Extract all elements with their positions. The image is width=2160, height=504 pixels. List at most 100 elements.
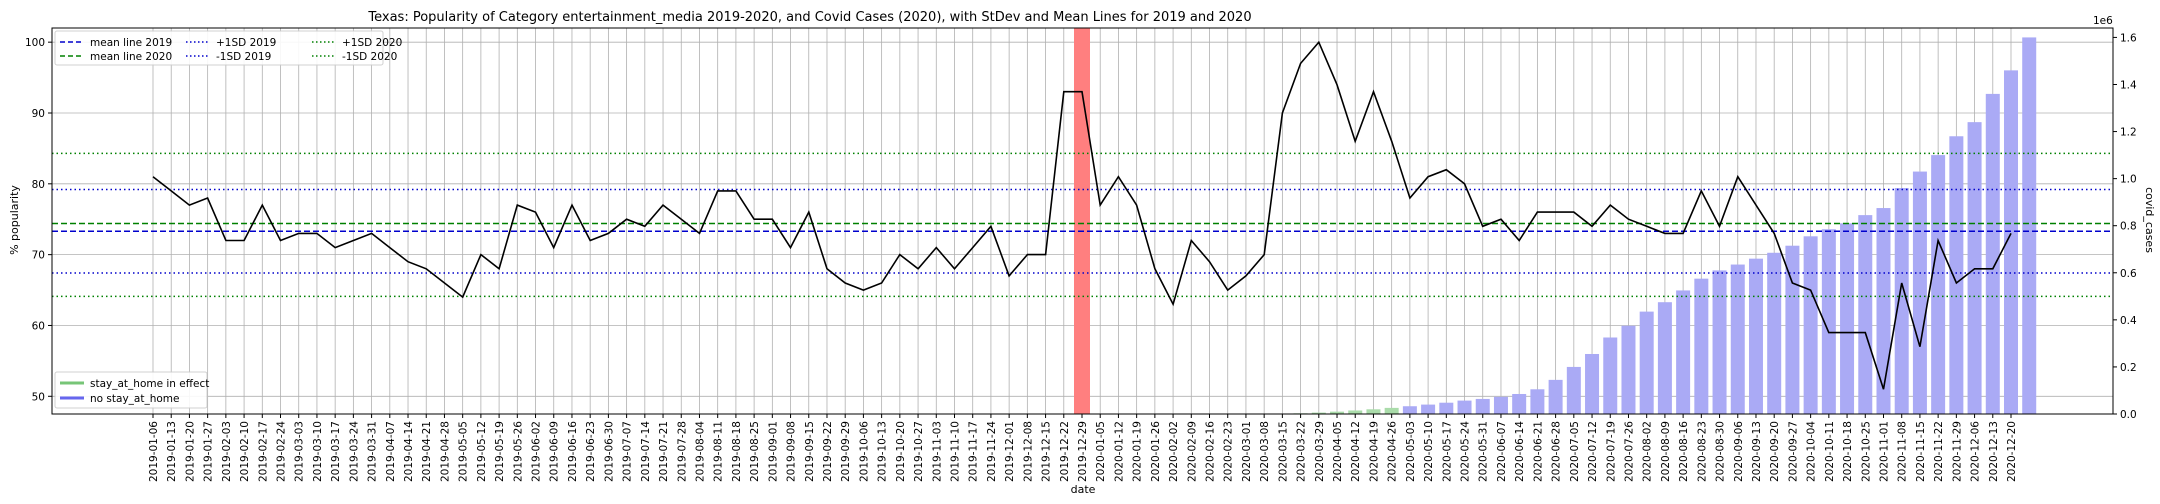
covid-bar [1767, 252, 1782, 414]
x-tick-label: 2019-09-22 [822, 421, 834, 482]
x-tick-label: 2020-01-12 [1113, 421, 1125, 482]
x-tick-label: 2020-07-19 [1605, 421, 1617, 482]
x-tick-label: 2019-11-17 [968, 421, 980, 482]
x-tick-label: 2020-08-09 [1660, 421, 1672, 482]
highlight-band [1074, 28, 1090, 414]
x-tick-label: 2020-03-01 [1241, 421, 1253, 482]
x-tick-label: 2019-11-03 [931, 421, 943, 482]
x-tick-label: 2020-04-12 [1350, 421, 1362, 482]
x-tick-label: 2019-12-08 [1022, 421, 1034, 482]
x-tick-label: 2019-01-06 [148, 421, 160, 482]
x-tick-label: 2019-12-29 [1077, 421, 1089, 482]
covid-bar [1803, 236, 1818, 414]
x-tick-label: 2019-06-16 [567, 421, 579, 482]
x-tick-label: 2020-09-13 [1751, 421, 1763, 482]
x-tick-label: 2020-07-05 [1569, 421, 1581, 482]
covid-bar [1985, 93, 2000, 414]
x-tick-label: 2020-02-02 [1168, 421, 1180, 482]
x-tick-label: 2019-07-14 [640, 421, 652, 482]
x-tick-label: 2020-10-04 [1806, 421, 1818, 482]
covid-bar [1931, 155, 1946, 414]
x-tick-label: 2019-12-01 [1004, 421, 1016, 482]
covid-bar [1657, 302, 1672, 414]
legend-bottom-box [54, 371, 208, 409]
legend-top-box [54, 30, 384, 66]
x-tick-label: 2020-06-21 [1532, 421, 1544, 482]
y2-tick-label: 0.4 [2120, 315, 2137, 327]
x-tick-label: 2019-10-27 [913, 421, 925, 482]
legend-top-label: mean line 2020 [90, 51, 172, 63]
covid-bar [1676, 290, 1691, 414]
y2-tick-label: 0.8 [2120, 221, 2137, 233]
legend-top-label: +1SD 2019 [216, 37, 276, 49]
x-tick-label: 2020-08-16 [1678, 421, 1690, 482]
covid-bar [1566, 366, 1581, 414]
y-tick-label: 90 [32, 108, 45, 120]
x-tick-label: 2019-03-03 [294, 421, 306, 482]
covid-bar [1821, 229, 1836, 414]
covid-bar [1439, 402, 1454, 414]
x-tick-label: 2019-03-31 [367, 421, 379, 482]
x-tick-label: 2019-10-13 [877, 421, 889, 482]
x-tick-label: 2019-06-09 [549, 421, 561, 482]
covid-bar [1330, 411, 1345, 414]
x-tick-label: 2020-11-01 [1878, 421, 1890, 482]
x-tick-label: 2020-05-24 [1460, 421, 1472, 482]
x-tick-label: 2020-02-23 [1223, 421, 1235, 482]
covid-bar [1311, 412, 1326, 414]
covid-bar [1530, 389, 1545, 414]
x-tick-label: 2019-01-27 [203, 421, 215, 482]
covid-bar [2022, 37, 2037, 414]
covid-bar [1621, 325, 1636, 414]
x-tick-label: 2020-06-28 [1551, 421, 1563, 482]
x-tick-label: 2020-10-18 [1842, 421, 1854, 482]
x-tick-label: 2019-03-10 [312, 421, 324, 482]
x-tick-label: 2019-10-20 [895, 421, 907, 482]
x-tick-label: 2019-12-22 [1059, 421, 1071, 482]
x-tick-label: 2020-11-08 [1897, 421, 1909, 482]
x-tick-label: 2020-05-10 [1423, 421, 1435, 482]
covid-bar [1639, 311, 1654, 414]
x-tick-label: 2020-09-20 [1769, 421, 1781, 482]
covid-bar [1712, 270, 1727, 414]
x-tick-label: 2019-08-18 [731, 421, 743, 482]
x-tick-label: 2020-12-06 [1970, 421, 1982, 482]
y-tick-label: 50 [32, 391, 45, 403]
x-tick-label: 2019-01-20 [184, 421, 196, 482]
x-tick-label: 2020-07-26 [1623, 421, 1635, 482]
x-tick-label: 2019-06-23 [585, 421, 597, 482]
covid-bar [1858, 215, 1873, 414]
covid-bar [1840, 223, 1855, 414]
x-tick-label: 2019-06-30 [603, 421, 615, 482]
legend-bottom-label: stay_at_home in effect [90, 378, 209, 390]
popularity-line [152, 40, 2012, 390]
covid-bar [1402, 406, 1417, 414]
covid-bar [1748, 258, 1763, 414]
x-tick-label: 2020-08-02 [1642, 421, 1654, 482]
x-tick-label: 2019-01-13 [166, 421, 178, 482]
x-tick-label: 2020-10-25 [1860, 421, 1872, 482]
x-tick-label: 2019-09-15 [804, 421, 816, 482]
x-tick-label: 2020-09-27 [1787, 421, 1799, 482]
x-tick-label: 2019-08-25 [749, 421, 761, 482]
covid-bar [2004, 70, 2018, 415]
x-tick-label: 2019-05-12 [476, 421, 488, 482]
x-tick-label: 2019-05-05 [458, 421, 470, 482]
y-axis-title: % popularity [8, 185, 21, 255]
x-tick-label: 2020-04-26 [1387, 421, 1399, 482]
y2-tick-label: 1.4 [2120, 79, 2137, 91]
legend-top-label: mean line 2019 [90, 37, 172, 49]
covid-bar [1785, 245, 1800, 414]
x-tick-label: 2020-03-22 [1296, 421, 1308, 482]
x-tick-label: 2020-06-07 [1496, 421, 1508, 482]
x-tick-label: 2020-09-06 [1733, 421, 1745, 482]
x-tick-label: 2019-02-17 [257, 421, 269, 482]
x-tick-label: 2020-05-17 [1441, 421, 1453, 482]
legend-bottom-label: no stay_at_home [90, 393, 179, 405]
x-tick-label: 2019-07-21 [658, 421, 670, 482]
x-tick-label: 2019-10-06 [858, 421, 870, 482]
covid-bar [1894, 188, 1909, 414]
covid-bar [1949, 136, 1964, 414]
x-tick-label: 2019-12-15 [1041, 421, 1053, 482]
x-tick-label: 2019-06-02 [531, 421, 543, 482]
